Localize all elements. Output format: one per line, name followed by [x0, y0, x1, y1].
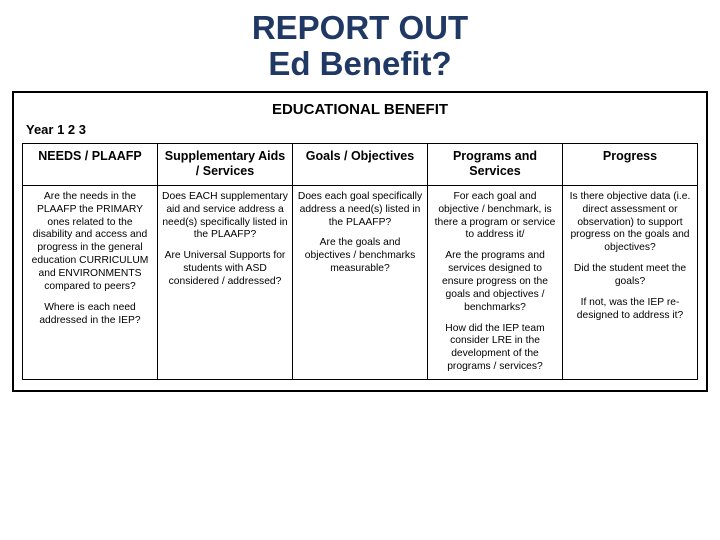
- cell-text: Are the programs and services designed t…: [432, 250, 558, 314]
- content-frame: EDUCATIONAL BENEFIT Year 1 2 3 NEEDS / P…: [12, 91, 708, 392]
- cell-programs: For each goal and objective / benchmark,…: [428, 185, 563, 379]
- cell-progress: Is there objective data (i.e. direct ass…: [563, 185, 698, 379]
- col-header-goals: Goals / Objectives: [293, 143, 428, 185]
- cell-text: Does EACH supplementary aid and service …: [162, 191, 288, 242]
- cell-supplementary: Does EACH supplementary aid and service …: [158, 185, 293, 379]
- cell-text: Where is each need addressed in the IEP?: [27, 302, 153, 328]
- cell-text: If not, was the IEP re-designed to addre…: [567, 297, 693, 323]
- benefit-table: NEEDS / PLAAFP Supplementary Aids / Serv…: [22, 143, 698, 380]
- cell-needs: Are the needs in the PLAAFP the PRIMARY …: [23, 185, 158, 379]
- cell-goals: Does each goal specifically address a ne…: [293, 185, 428, 379]
- cell-text: Are the goals and objectives / benchmark…: [297, 237, 423, 276]
- cell-text: How did the IEP team consider LRE in the…: [432, 323, 558, 374]
- col-header-supplementary: Supplementary Aids / Services: [158, 143, 293, 185]
- cell-text: Are Universal Supports for students with…: [162, 250, 288, 289]
- table-row: Are the needs in the PLAAFP the PRIMARY …: [23, 185, 698, 379]
- cell-text: Are the needs in the PLAAFP the PRIMARY …: [27, 191, 153, 294]
- cell-text: For each goal and objective / benchmark,…: [432, 191, 558, 242]
- year-label: Year 1 2 3: [22, 122, 698, 143]
- col-header-needs: NEEDS / PLAAFP: [23, 143, 158, 185]
- cell-text: Does each goal specifically address a ne…: [297, 191, 423, 230]
- col-header-programs: Programs and Services: [428, 143, 563, 185]
- table-header-row: NEEDS / PLAAFP Supplementary Aids / Serv…: [23, 143, 698, 185]
- title-line1: REPORT OUT: [252, 9, 468, 46]
- cell-text: Is there objective data (i.e. direct ass…: [567, 191, 693, 255]
- slide-title: REPORT OUT Ed Benefit?: [0, 0, 720, 91]
- title-line2: Ed Benefit?: [268, 45, 451, 82]
- cell-text: Did the student meet the goals?: [567, 263, 693, 289]
- banner-heading: EDUCATIONAL BENEFIT: [22, 99, 698, 122]
- col-header-progress: Progress: [563, 143, 698, 185]
